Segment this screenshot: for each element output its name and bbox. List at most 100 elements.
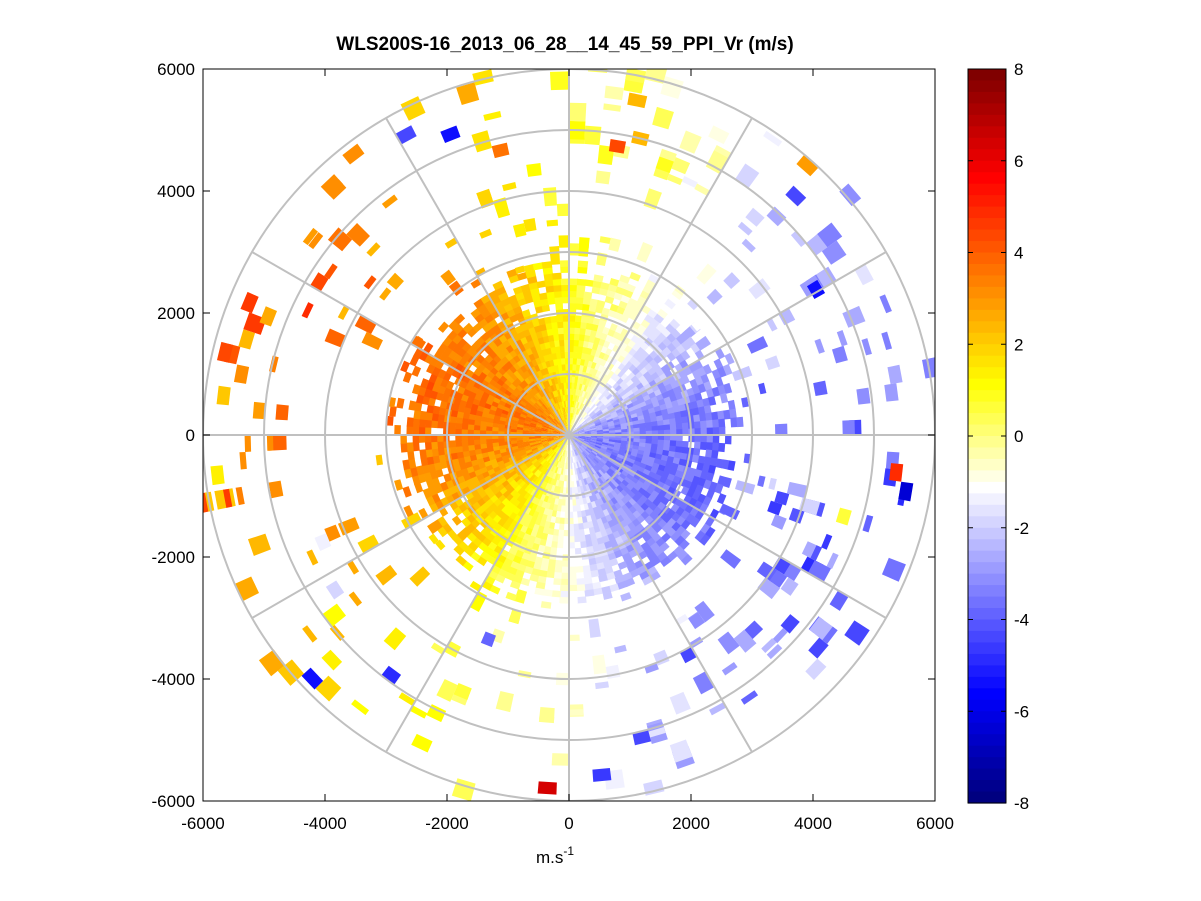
field-cell — [534, 556, 543, 565]
field-cell — [829, 590, 849, 611]
field-cell — [563, 419, 567, 426]
field-cell — [545, 379, 551, 388]
field-cell — [614, 384, 623, 392]
field-cell — [552, 278, 562, 286]
field-patch — [381, 665, 402, 685]
field-cell — [451, 458, 460, 467]
field-cell — [539, 466, 546, 473]
field-cell — [235, 486, 245, 506]
field-cell — [449, 428, 456, 435]
field-cell — [576, 596, 587, 604]
field-cell — [461, 423, 469, 430]
field-cell — [475, 453, 483, 460]
field-cell — [563, 481, 567, 488]
field-cell — [540, 404, 547, 411]
field-cell — [541, 441, 549, 446]
field-cell — [451, 403, 460, 412]
field-cell — [597, 523, 606, 532]
colorbar-band — [968, 321, 1006, 334]
field-cell — [559, 435, 566, 439]
field-cell — [597, 364, 605, 373]
field-cell — [562, 413, 565, 420]
field-cell — [589, 569, 599, 578]
field-cell — [592, 466, 599, 473]
field-cell — [559, 517, 565, 525]
field-cell — [580, 510, 587, 518]
field-cell — [550, 346, 557, 354]
field-cell — [628, 406, 636, 413]
field-cell — [569, 450, 572, 458]
field-cell — [518, 402, 526, 409]
field-cell — [839, 183, 862, 207]
field-cell — [572, 505, 578, 513]
field-cell — [621, 393, 629, 401]
field-cell — [455, 445, 463, 453]
field-cell — [689, 516, 701, 528]
field-cell — [594, 464, 601, 472]
field-cell — [632, 399, 640, 407]
field-cell — [617, 451, 625, 457]
field-cell — [483, 111, 502, 121]
field-cell — [504, 378, 513, 387]
field-cell — [626, 389, 634, 397]
field-cell — [614, 478, 622, 486]
field-cell — [578, 237, 590, 257]
field-cell — [588, 443, 595, 449]
y-tick-label: 0 — [186, 426, 195, 445]
field-cell — [420, 378, 430, 389]
field-cell — [531, 467, 538, 475]
field-cell — [480, 420, 488, 427]
field-cell — [639, 426, 647, 432]
field-cell — [496, 389, 505, 397]
field-cell — [491, 438, 499, 444]
field-cell — [435, 391, 444, 401]
field-cell — [592, 397, 599, 404]
y-tick-label: 2000 — [157, 304, 195, 323]
field-cell — [505, 399, 514, 406]
field-cell — [432, 454, 441, 464]
field-cell — [653, 405, 662, 413]
field-cell — [652, 106, 674, 130]
field-cell — [638, 386, 647, 394]
field-cell — [516, 429, 523, 433]
field-cell — [559, 474, 563, 482]
field-cell — [498, 399, 507, 407]
field-cell — [600, 447, 607, 452]
field-cell — [525, 449, 533, 454]
field-cell — [479, 425, 487, 431]
field-cell — [598, 287, 609, 297]
field-cell — [572, 419, 576, 427]
field-cell — [603, 464, 611, 471]
field-cell — [595, 424, 603, 428]
field-cell — [531, 542, 540, 551]
field-cell — [501, 470, 510, 478]
field-cell — [590, 438, 598, 442]
field-cell — [520, 357, 528, 366]
field-cell — [568, 597, 578, 604]
field-cell — [513, 413, 521, 419]
field-cell — [702, 397, 711, 408]
field-cell — [423, 471, 433, 482]
field-cell — [651, 435, 659, 441]
field-cell — [534, 505, 542, 513]
field-cell — [701, 463, 711, 474]
field-cell — [581, 352, 587, 360]
field-cell — [546, 328, 554, 336]
field-cell — [584, 430, 592, 433]
field-cell — [562, 536, 569, 543]
field-cell — [607, 499, 615, 508]
field-cell — [555, 510, 561, 518]
field-cell — [597, 498, 605, 506]
field-cell — [578, 340, 585, 348]
field-cell — [612, 416, 620, 421]
field-cell — [644, 443, 652, 449]
field-cell — [348, 591, 363, 607]
field-cell — [467, 541, 479, 552]
field-cell — [575, 572, 585, 580]
field-cell — [585, 322, 594, 331]
field-cell — [551, 444, 558, 450]
field-cell — [550, 315, 558, 323]
colorbar-band — [968, 424, 1006, 437]
field-cell — [770, 514, 787, 530]
